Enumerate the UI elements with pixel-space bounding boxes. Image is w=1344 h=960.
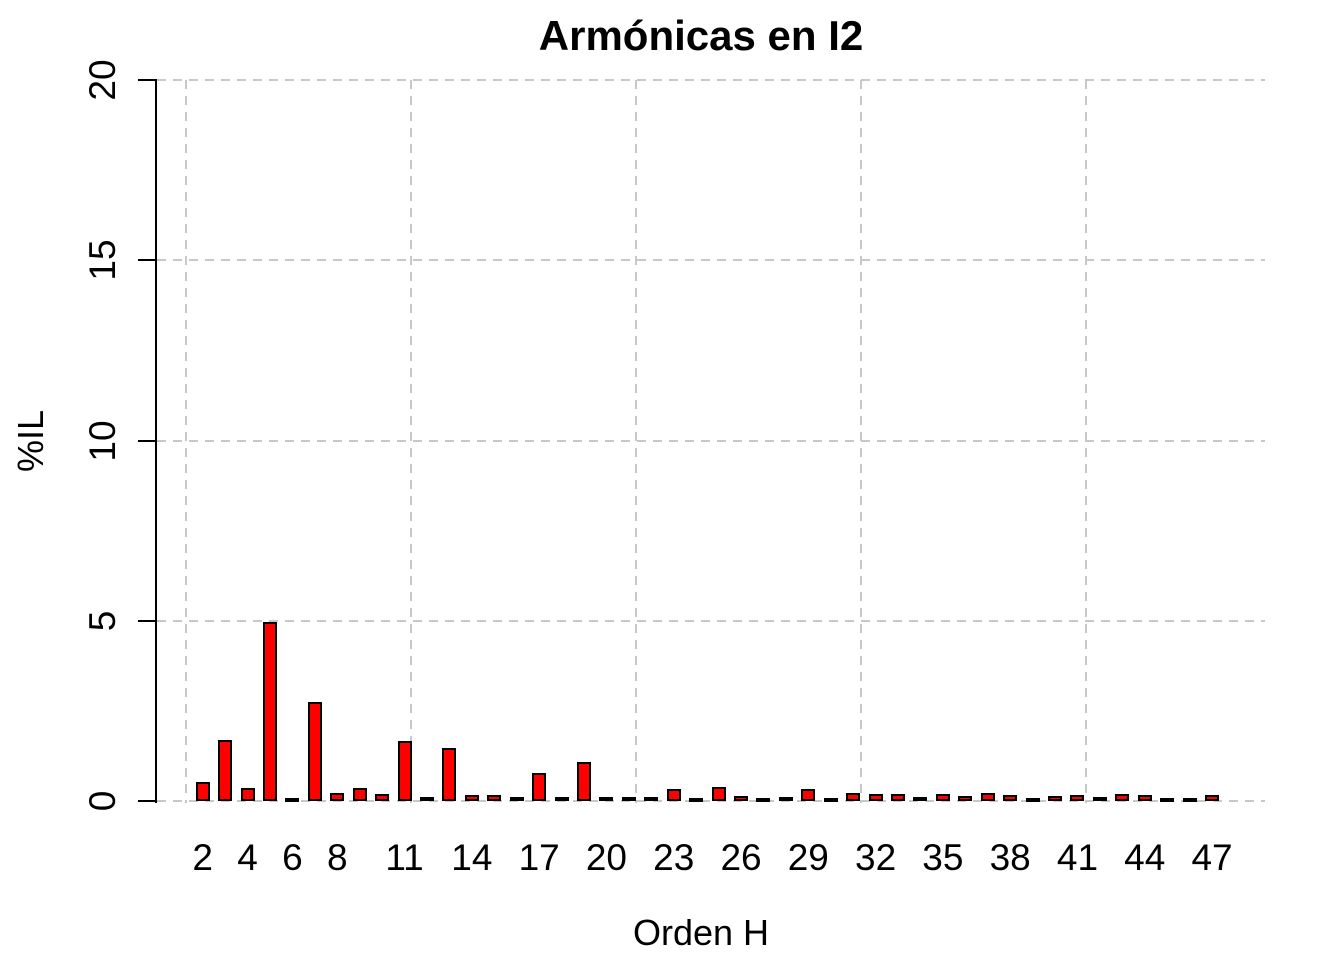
vertical-gridline [1085,80,1087,803]
bar [285,797,300,802]
x-tick-label: 44 [1124,837,1166,878]
bar [778,797,793,802]
horizontal-gridline [157,439,1265,442]
bar [801,789,816,801]
x-tick-label: 23 [653,837,695,878]
bar [980,793,995,801]
y-tick-label: 0 [82,790,123,812]
bar [1092,796,1107,801]
x-tick-label: 11 [385,837,424,878]
bar [330,793,345,801]
bar [846,793,861,801]
bar [532,772,547,801]
bar [1182,798,1197,802]
bar [554,796,569,801]
bar [1137,794,1152,801]
bar [375,793,390,801]
x-tick-label: 6 [282,837,303,878]
bar [1003,794,1018,801]
bar [218,740,233,801]
vertical-gridline [185,80,187,803]
bar [1025,798,1040,802]
bar [666,789,681,801]
bar [487,794,502,801]
bar [644,797,659,802]
bar [352,788,367,801]
bar [1115,794,1130,801]
x-tick-label: 32 [855,837,897,878]
y-tick-label: 20 [82,59,123,101]
y-axis-tick [138,619,157,622]
y-tick-label: 15 [82,239,123,281]
y-axis-tick [138,439,157,442]
bar [464,795,479,801]
x-tick-label: 29 [787,837,829,878]
bar [621,797,636,802]
x-tick-label: 41 [1056,837,1099,878]
x-tick-label: 20 [585,837,628,878]
bar [958,795,973,801]
bar [891,794,906,801]
bar [509,797,524,802]
y-axis-label: %IL [10,409,51,473]
bar [1048,795,1063,801]
bar [577,761,591,801]
bar [262,622,277,801]
vertical-gridline [410,80,412,803]
x-tick-label: 14 [451,837,493,878]
bar [689,798,704,802]
bar [442,748,457,801]
chart-title: Armónicas en I2 [538,12,864,59]
bar [599,797,614,802]
x-tick-label: 26 [720,837,762,878]
bar [240,787,255,801]
bar [397,740,412,801]
x-tick-label: 47 [1191,837,1233,878]
y-axis-tick [138,800,157,802]
horizontal-gridline [157,800,1265,802]
x-tick-label: 38 [989,837,1031,878]
bar [420,797,434,802]
bar [868,794,883,801]
bar [1160,798,1175,802]
bar [935,794,950,801]
bar [913,796,928,801]
x-axis-label: Orden H [632,912,770,953]
bar [1205,795,1220,801]
bar [711,786,726,801]
horizontal-gridline [157,259,1265,262]
y-axis-tick [138,79,157,81]
y-tick-label: 5 [82,610,123,632]
x-tick-label: 35 [922,837,964,878]
bar [195,781,210,801]
horizontal-gridline [157,79,1265,81]
x-tick-label: 17 [518,837,560,878]
bar [823,798,838,802]
vertical-gridline [635,80,637,803]
bar [756,798,771,802]
vertical-gridline [860,80,862,803]
y-tick-label: 10 [82,419,123,462]
bar [734,796,749,801]
bar [1070,794,1085,801]
horizontal-gridline [157,619,1265,622]
y-axis-tick [138,259,157,262]
x-tick-label: 4 [237,837,258,878]
x-tick-label: 8 [326,837,348,878]
x-tick-label: 2 [192,837,213,878]
bar [307,701,322,801]
